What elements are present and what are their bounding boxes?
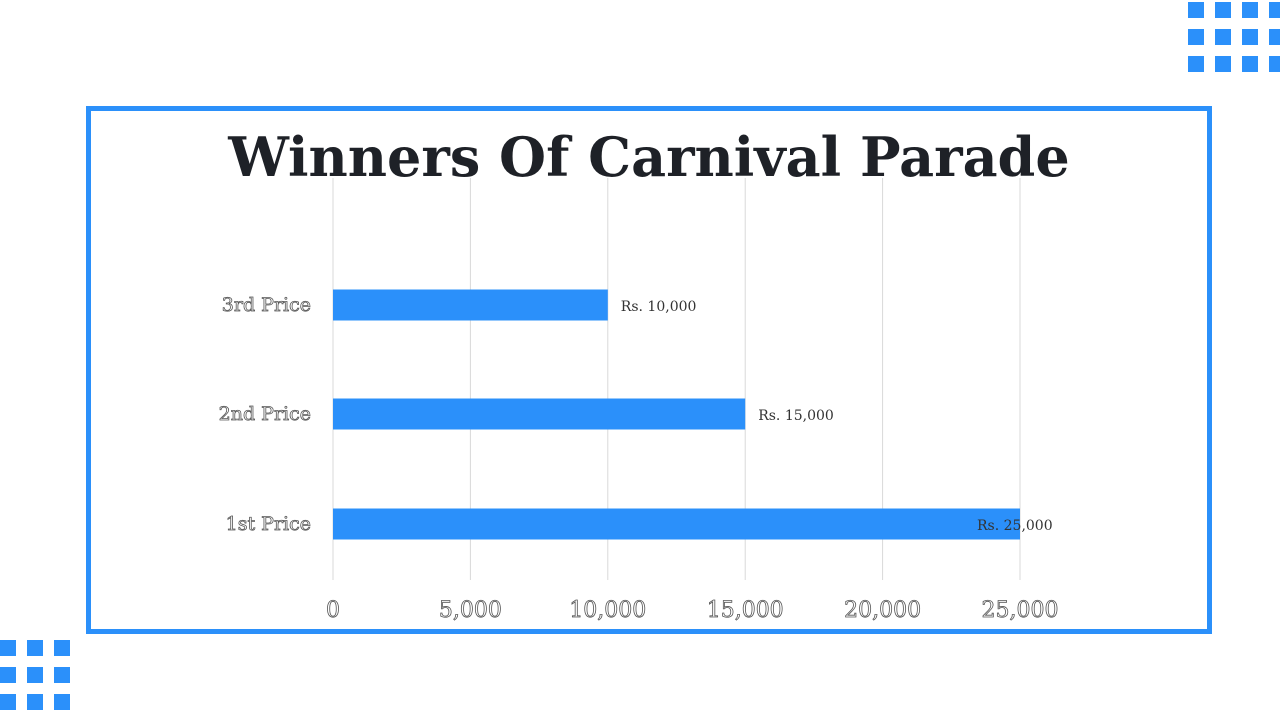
decor-square xyxy=(54,640,70,656)
x-tick-label: 15,000 xyxy=(707,598,784,623)
decor-square xyxy=(0,667,16,683)
x-tick-label: 10,000 xyxy=(569,598,646,623)
decor-square xyxy=(1242,29,1258,45)
decor-square xyxy=(1188,2,1204,18)
decor-square xyxy=(0,694,16,710)
decor-square xyxy=(27,694,43,710)
decor-dots-bottom-left xyxy=(0,640,82,720)
decor-square xyxy=(1188,56,1204,72)
page-title: Winners Of Carnival Parade xyxy=(228,125,1070,189)
data-label: Rs. 10,000 xyxy=(621,299,697,315)
decor-square xyxy=(1242,56,1258,72)
decor-square xyxy=(1215,29,1231,45)
category-label: 1st Price xyxy=(226,513,311,535)
decor-square xyxy=(1215,56,1231,72)
x-tick-label: 0 xyxy=(326,598,340,623)
decor-square xyxy=(1269,2,1280,18)
bar-2nd-price xyxy=(333,398,746,430)
decor-square xyxy=(1269,29,1280,45)
decor-square xyxy=(27,667,43,683)
data-label: Rs. 15,000 xyxy=(758,408,834,424)
decor-square xyxy=(1215,2,1231,18)
decor-square xyxy=(54,694,70,710)
decor-square xyxy=(0,640,16,656)
x-tick-label: 25,000 xyxy=(982,598,1059,623)
chart-frame: Winners Of Carnival Parade xyxy=(86,106,1212,634)
category-label: 3rd Price xyxy=(222,294,311,316)
bar-1st-price xyxy=(333,508,1020,540)
data-label: Rs. 25,000 xyxy=(977,518,1053,534)
decor-dots-top-right xyxy=(1188,2,1280,88)
x-tick-label: 5,000 xyxy=(439,598,502,623)
decor-square xyxy=(54,667,70,683)
decor-square xyxy=(1269,56,1280,72)
bar-3rd-price xyxy=(333,289,608,321)
decor-square xyxy=(1188,29,1204,45)
decor-square xyxy=(1242,2,1258,18)
category-label: 2nd Price xyxy=(219,403,311,425)
decor-square xyxy=(27,640,43,656)
x-tick-label: 20,000 xyxy=(844,598,921,623)
